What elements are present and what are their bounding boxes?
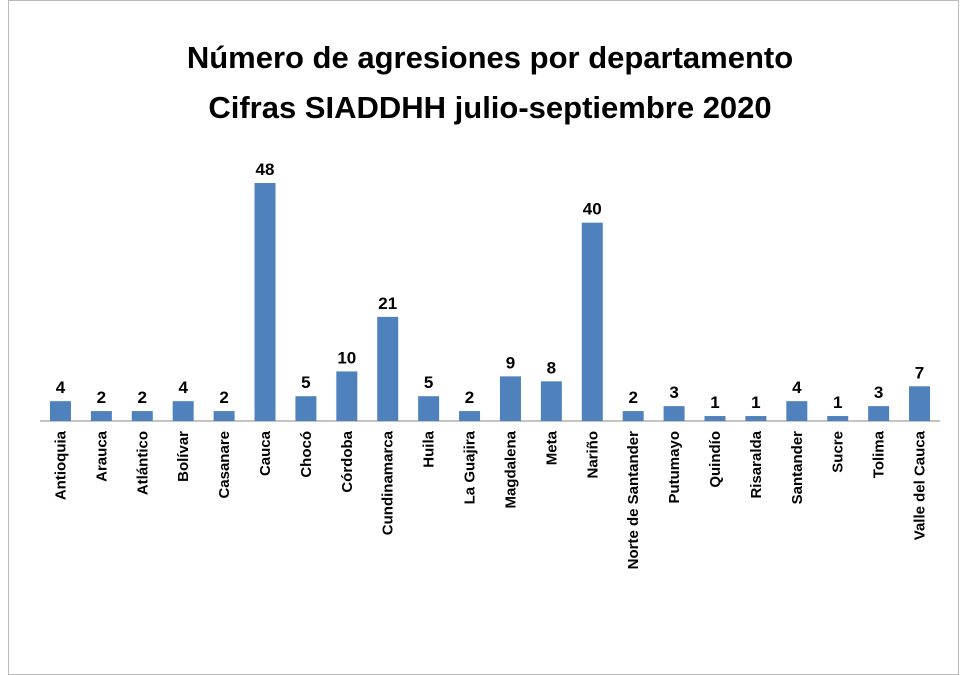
data-label: 40 (583, 200, 602, 219)
x-tick-label: Bolívar (175, 431, 192, 482)
bar (704, 416, 726, 421)
x-tick-label: Risaralda (748, 430, 765, 498)
bar (49, 401, 71, 421)
bar (581, 222, 603, 421)
bar (172, 401, 194, 421)
data-label: 4 (56, 378, 66, 397)
x-tick-label: Arauca (93, 430, 110, 482)
chart-subtitle: Cifras SIADDHH julio-septiembre 2020 (208, 90, 771, 125)
data-label: 1 (833, 393, 842, 412)
x-tick-label: Atlántico (134, 431, 151, 495)
x-tick-label: Nariño (584, 431, 601, 479)
data-label: 2 (97, 388, 106, 407)
data-label: 48 (256, 160, 275, 179)
bar (745, 416, 767, 421)
chart-frame (8, 0, 959, 675)
bar (213, 411, 235, 421)
data-label: 4 (178, 378, 188, 397)
data-label: 5 (424, 373, 433, 392)
bar (622, 411, 644, 421)
x-tick-label: Meta (543, 430, 560, 465)
data-label: 4 (792, 378, 802, 397)
x-tick-label: Córdoba (339, 430, 356, 492)
x-tick-label: Sucre (830, 431, 847, 473)
bar (295, 396, 317, 421)
data-label: 3 (874, 383, 883, 402)
data-label: 2 (628, 388, 637, 407)
x-tick-label: Norte de Santander (625, 431, 642, 570)
x-tick-label: Valle del Cauca (912, 430, 929, 540)
x-tick-label: Chocó (298, 431, 315, 478)
bar (336, 371, 358, 421)
x-tick-label: Santander (789, 431, 806, 505)
data-label: 2 (219, 388, 228, 407)
data-label: 7 (915, 363, 924, 382)
data-label: 5 (301, 373, 310, 392)
x-tick-label: Antioquia (52, 430, 69, 500)
bar (90, 411, 112, 421)
x-tick-label: Cauca (257, 430, 274, 476)
bar (499, 376, 521, 421)
bar (868, 406, 890, 421)
bar (540, 381, 562, 421)
chart-title: Número de agresiones por departamento (187, 40, 793, 75)
data-label: 10 (337, 348, 356, 367)
x-tick-label: Magdalena (502, 430, 519, 508)
bar (786, 401, 808, 421)
data-label: 1 (710, 393, 719, 412)
bar (459, 411, 481, 421)
bar (663, 406, 685, 421)
x-tick-label: Casanare (216, 431, 233, 499)
bar (827, 416, 849, 421)
bar (418, 396, 440, 421)
data-label: 21 (378, 294, 397, 313)
data-label: 2 (465, 388, 474, 407)
data-label: 2 (138, 388, 147, 407)
bar (254, 183, 276, 421)
data-label: 3 (669, 383, 678, 402)
bar (131, 411, 153, 421)
bar (377, 316, 399, 421)
x-tick-label: Cundinamarca (380, 430, 397, 535)
x-tick-label: Quindío (707, 431, 724, 488)
x-tick-label: La Guajira (462, 430, 479, 504)
x-tick-label: Putumayo (666, 431, 683, 504)
data-label: 9 (506, 353, 515, 372)
x-tick-label: Huila (421, 430, 438, 467)
x-tick-label: Tolima (871, 430, 888, 478)
data-label: 8 (547, 358, 556, 377)
data-label: 1 (751, 393, 760, 412)
bar (909, 386, 931, 421)
